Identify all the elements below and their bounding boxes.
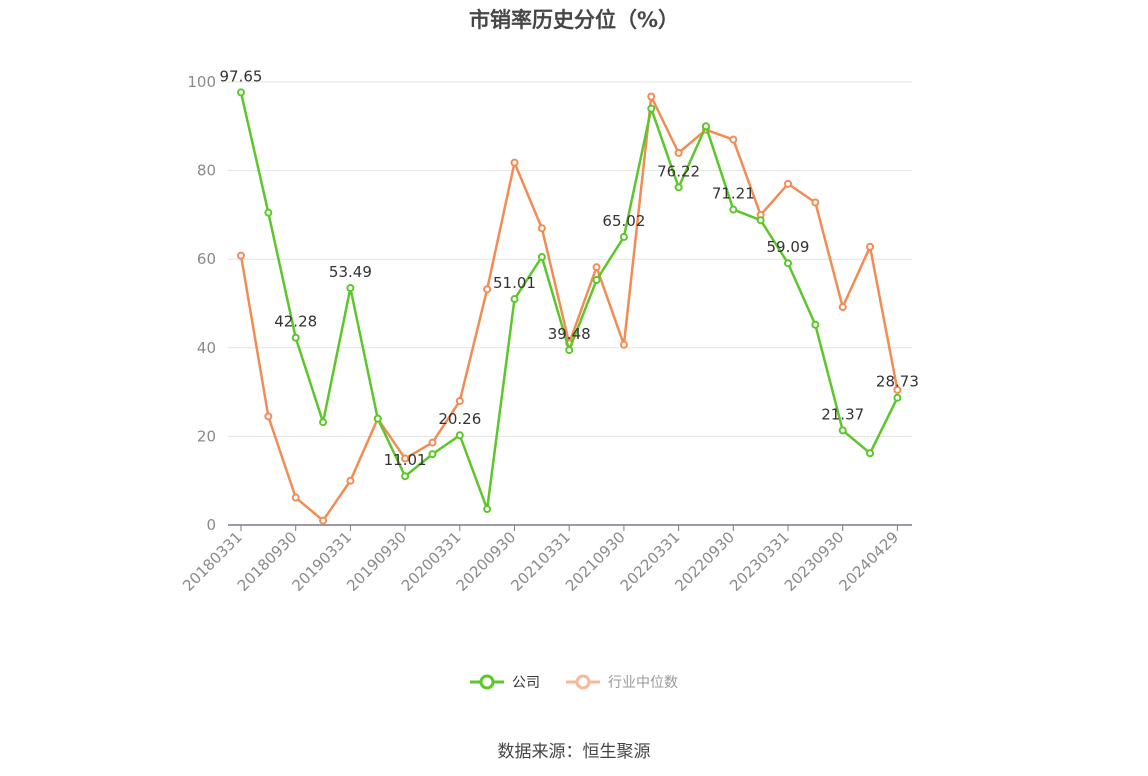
- data-point-company: [729, 205, 738, 214]
- data-point-company: [510, 295, 519, 304]
- y-tick-label: 0: [206, 516, 216, 534]
- y-tick-label: 60: [197, 250, 216, 268]
- data-point-company: [428, 450, 437, 459]
- y-tick-label: 20: [197, 427, 216, 445]
- y-tick-label: 40: [197, 339, 216, 357]
- data-point-industry-median: [237, 251, 245, 260]
- data-point-company: [866, 449, 875, 458]
- data-point-company: [291, 333, 300, 342]
- data-point-industry-median: [784, 179, 792, 188]
- data-point-industry-median: [483, 285, 492, 294]
- data-point-industry-median: [264, 412, 273, 421]
- data-point-industry-median: [619, 340, 628, 349]
- series-lines: [237, 88, 902, 525]
- data-point-company: [373, 414, 382, 423]
- data-point-company: [237, 88, 245, 97]
- y-tick-label: 100: [187, 73, 216, 91]
- data-label: 71.21: [712, 185, 755, 203]
- data-point-company: [811, 320, 820, 329]
- data-point-company: [674, 183, 683, 192]
- data-point-industry-median: [455, 396, 464, 405]
- legend: 公司 行业中位数: [0, 672, 1148, 692]
- data-point-company: [455, 431, 464, 440]
- data-point-industry-median: [428, 438, 437, 447]
- data-label: 53.49: [329, 263, 372, 281]
- data-label: 51.01: [493, 274, 536, 292]
- data-label: 28.73: [876, 373, 919, 391]
- data-source-note: 数据来源：恒生聚源: [497, 742, 651, 762]
- data-labels: 97.65 42.28 53.49 11.01 20.26 51.01 39.48 65.02…: [220, 67, 919, 469]
- data-point-industry-median: [893, 385, 902, 394]
- data-point-industry-median: [346, 476, 355, 485]
- data-point-company: [264, 208, 273, 217]
- data-point-company: [647, 104, 656, 113]
- legend-swatch-company-icon: [470, 674, 504, 690]
- data-point-industry-median: [866, 242, 875, 251]
- data-point-industry-median: [510, 158, 519, 167]
- data-label: 97.65: [220, 67, 263, 85]
- data-point-industry-median: [401, 454, 410, 463]
- series-line-company: [239, 92, 899, 511]
- legend-item-industry-median[interactable]: 行业中位数: [566, 672, 678, 692]
- data-point-industry-median: [291, 493, 300, 502]
- data-point-industry-median: [838, 303, 847, 312]
- data-point-company: [592, 276, 601, 285]
- y-tick-label: 80: [197, 162, 216, 180]
- data-point-company: [537, 252, 546, 261]
- data-label: 39.48: [548, 325, 591, 343]
- data-label: 21.37: [821, 405, 864, 423]
- data-point-industry-median: [729, 135, 738, 144]
- data-point-company: [619, 232, 628, 241]
- data-label: 65.02: [602, 212, 645, 230]
- legend-item-company[interactable]: 公司: [470, 672, 540, 692]
- data-point-company: [483, 505, 492, 514]
- data-point-industry-median: [592, 263, 601, 272]
- axes: 0204060801002018033120180930201903312019…: [179, 73, 912, 595]
- data-point-company: [401, 472, 410, 481]
- data-point-company: [838, 426, 847, 435]
- data-point-company: [319, 418, 328, 427]
- data-point-company: [756, 216, 765, 225]
- data-label: 76.22: [657, 162, 700, 180]
- data-point-industry-median: [319, 516, 328, 525]
- data-point-company: [893, 393, 902, 402]
- data-point-company: [701, 122, 710, 131]
- data-label: 11.01: [384, 451, 427, 469]
- data-point-company: [565, 346, 574, 355]
- x-tick-label: 20240429: [836, 528, 903, 595]
- chart-title: 市销率历史分位（%）: [468, 8, 680, 32]
- legend-label-company: 公司: [512, 675, 540, 691]
- data-point-industry-median: [674, 148, 683, 157]
- data-label: 20.26: [438, 410, 481, 428]
- data-point-industry-median: [537, 224, 546, 233]
- data-point-industry-median: [811, 198, 820, 207]
- data-point-company: [784, 259, 792, 268]
- data-point-industry-median: [647, 92, 656, 101]
- series-line-industry-median: [239, 95, 899, 522]
- legend-swatch-industry-icon: [566, 674, 600, 690]
- legend-label-industry-median: 行业中位数: [608, 675, 678, 691]
- data-point-company: [346, 284, 355, 293]
- data-label: 59.09: [767, 238, 810, 256]
- data-label: 42.28: [274, 313, 317, 331]
